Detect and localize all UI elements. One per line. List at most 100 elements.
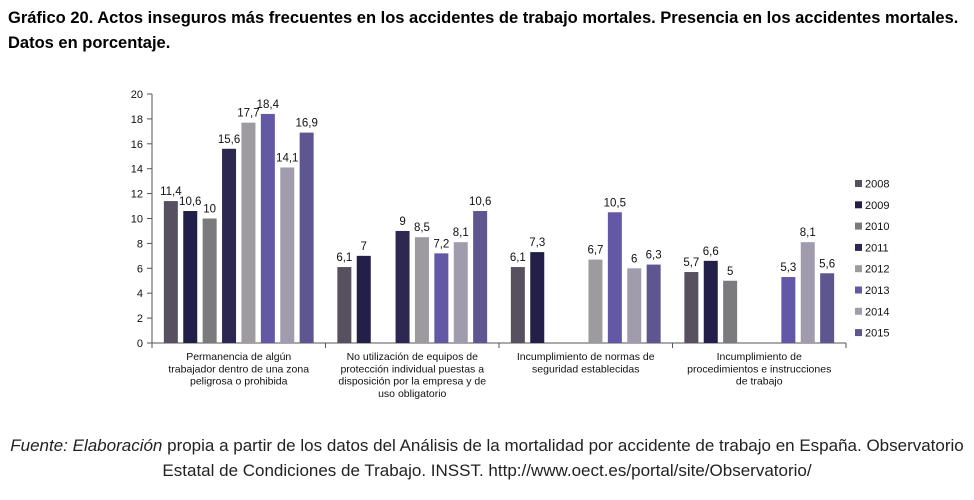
bar [414,237,429,343]
legend-label: 2008 [865,179,889,191]
bar-chart: 0 2 4 6 8 10 12 14 16 18 20 11,4 6,1 6,1 5,7 10,6 7 7,3 6… [131,89,890,400]
bar [163,201,178,343]
legend-swatch [855,180,862,187]
category-label: Incumplimiento de normas de [517,351,655,363]
legend-swatch [855,286,862,294]
category-label: trabajador dentro de una zona [168,363,309,375]
data-label: 5,7 [683,257,699,269]
bar [607,212,622,343]
y-tick-label: 4 [137,288,143,300]
bar [434,253,449,343]
source-text: propia a partir de los datos del Análisi… [162,436,964,480]
bar [202,218,217,343]
category-label: uso obligatorio [378,388,446,400]
bar [703,260,718,343]
y-tick-label: 8 [137,238,143,250]
bar [280,167,295,343]
y-tick-label: 2 [137,313,143,325]
bar [241,122,256,343]
data-label: 6,6 [703,246,719,258]
category-label: procedimientos e instrucciones [687,363,831,375]
data-label: 5,3 [780,262,796,274]
data-label: 17,7 [237,108,259,120]
bar [473,211,488,343]
bar [395,230,410,343]
bar [222,148,237,343]
data-label: 6,3 [646,250,662,262]
category-label: seguridad establecidas [532,363,639,375]
data-label: 10,5 [604,197,626,209]
chart-bars [163,113,835,343]
bar [510,267,525,343]
legend-label: 2009 [865,200,889,212]
data-label: 14,1 [276,152,298,164]
y-tick-label: 12 [131,189,143,201]
category-label: peligrosa o prohibida [190,376,288,388]
y-tick-label: 18 [131,114,143,126]
category-label: Permanencia de algún [186,351,291,363]
bar [356,255,371,343]
data-label: 8,5 [414,222,430,234]
y-tick-label: 20 [131,89,143,101]
data-label: 11,4 [160,186,182,198]
data-label: 7 [361,241,367,253]
data-label: 6,7 [587,245,603,257]
data-label: 9 [399,216,405,228]
bar [260,113,275,343]
legend-swatch [855,201,862,209]
data-label: 7,2 [433,238,449,250]
bar [299,132,314,343]
y-tick-label: 0 [137,338,143,350]
category-label: protección individual puestas a [340,363,484,375]
data-label: 8,1 [453,227,469,239]
category-label: de trabajo [736,376,783,388]
chart-legend: 2008 2009 2010 2011 2012 2013 2014 2015 [855,179,889,340]
data-label: 8,1 [800,227,816,239]
y-tick-label: 16 [131,139,143,151]
data-label: 16,9 [295,118,317,130]
legend-label: 2011 [865,242,889,254]
data-label: 5 [727,266,733,278]
data-label: 5,6 [819,258,835,270]
data-label: 18,4 [257,99,280,111]
data-label: 6,1 [336,252,352,264]
bar [530,252,545,343]
data-label: 10,6 [469,196,491,208]
source-note: Fuente: Elaboración propia a partir de l… [0,433,974,483]
source-prefix: Fuente: Elaboración [10,436,163,455]
data-label: 7,3 [529,237,545,249]
data-label: 6 [631,253,637,265]
chart-title: Gráfico 20. Actos inseguros más frecuent… [8,9,959,52]
data-label: 15,6 [218,134,240,146]
legend-label: 2013 [865,285,889,297]
bar [684,272,699,343]
legend-swatch [855,265,862,273]
category-label: Incumplimiento de [717,351,802,363]
bar [627,268,642,343]
chart-data-labels: 11,4 6,1 6,1 5,7 10,6 7 7,3 6,6 10 5 15,6 9 17,7 8,5 6… [160,99,835,278]
bar [646,264,661,343]
bar [453,242,468,343]
bar [820,273,835,343]
category-label: disposición por la empresa y de [338,376,486,388]
data-label: 10,6 [179,196,201,208]
bar [337,267,352,343]
chart-axes: 0 2 4 6 8 10 12 14 16 18 20 [131,89,847,350]
data-label: 6,1 [510,252,526,264]
legend-label: 2015 [865,328,889,340]
legend-label: 2012 [865,264,889,276]
bar [781,277,796,343]
legend-swatch [855,307,862,315]
bar [588,259,603,343]
y-tick-label: 6 [137,263,143,275]
legend-label: 2014 [865,306,889,318]
bar [800,242,815,343]
bar [183,211,198,343]
category-label: No utilización de equipos de [347,351,478,363]
data-label: 10 [203,204,216,216]
legend-label: 2010 [865,221,889,233]
y-tick-label: 14 [131,164,143,176]
legend-swatch [855,222,862,230]
bar [723,280,738,343]
legend-swatch [855,243,862,251]
